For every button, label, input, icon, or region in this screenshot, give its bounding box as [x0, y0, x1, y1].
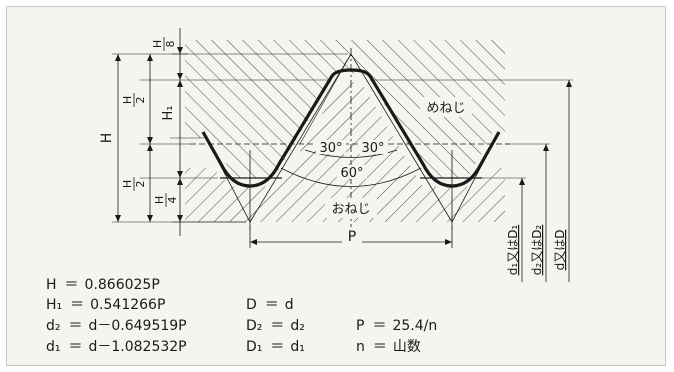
- formula-h: H ＝ 0.866025P: [46, 277, 160, 293]
- formula-rhs: 0.866025P: [84, 277, 160, 293]
- svg-text:d又はD: d又はD: [553, 230, 567, 271]
- d2-arrow: [543, 144, 549, 151]
- formula-lhs: n: [356, 339, 365, 355]
- svg-text:d₁又はD₁: d₁又はD₁: [506, 225, 520, 276]
- angle-ref-left: [299, 53, 352, 145]
- formula-D: D ＝ d: [246, 297, 294, 313]
- svg-text:H: H: [151, 40, 164, 48]
- svg-text:H: H: [153, 196, 166, 204]
- svg-text:4: 4: [166, 197, 179, 204]
- formula-rhs: d₂: [290, 318, 305, 334]
- pitch-arrow-left: [250, 239, 257, 245]
- formula-h1: H₁ ＝ 0.541266P: [46, 297, 166, 313]
- label-bg-angle-left: [316, 140, 346, 154]
- svg-text:2: 2: [134, 97, 147, 104]
- formula-rhs: d₁: [290, 339, 305, 355]
- d1-arrow: [519, 178, 525, 185]
- formula-n: n ＝山数: [356, 339, 421, 355]
- label-internal-thread: めねじ: [426, 101, 465, 116]
- svg-text:H₁: H₁: [161, 106, 176, 121]
- formula-lhs: D: [246, 297, 257, 313]
- label-d1: d₁又はD₁: [506, 225, 520, 276]
- label-bg-pitch: [342, 227, 362, 243]
- label-angle-total: 60°: [340, 166, 363, 181]
- formula-lhs: H₁: [46, 297, 63, 313]
- pitch-arrow-right: [445, 239, 452, 245]
- label-bg-angle-right: [358, 140, 388, 154]
- svg-text:8: 8: [164, 41, 177, 48]
- label-angle-left: 30°: [319, 141, 342, 156]
- formula-d1: d₁ ＝ d－1.082532P: [46, 339, 187, 355]
- formula-D1: D₁ ＝ d₁: [246, 339, 305, 355]
- formula-lhs: d₁: [46, 339, 61, 355]
- label-pitch: P: [348, 229, 356, 245]
- formula-rhs: 0.541266P: [90, 297, 166, 313]
- label-h1: H₁: [161, 106, 176, 121]
- label-bg-internal: [420, 97, 472, 117]
- formula-rhs: d: [284, 297, 294, 313]
- formula-rhs: d－1.082532P: [88, 339, 187, 355]
- svg-text:2: 2: [134, 181, 147, 188]
- formula-lhs: d₂: [46, 318, 61, 334]
- label-external-thread: おねじ: [331, 202, 370, 217]
- label-d: d又はD: [553, 230, 567, 271]
- label-d2: d₂又はD₂: [530, 225, 544, 276]
- svg-text:H: H: [121, 180, 134, 188]
- label-h-main: H: [99, 133, 115, 144]
- svg-text:H: H: [99, 133, 115, 144]
- formula-lhs: D₁: [246, 339, 263, 355]
- formula-D2: D₂ ＝ d₂: [246, 318, 305, 334]
- formula-rhs: 25.4/n: [392, 318, 438, 334]
- dim-arrows-left: [115, 47, 183, 222]
- d-arrow: [566, 80, 572, 87]
- label-angle-right: 30°: [361, 141, 384, 156]
- label-h-eighth: H 8: [151, 37, 177, 51]
- internal-thread-hatch: [185, 40, 505, 178]
- formula-d2: d₂ ＝ d－0.649519P: [46, 318, 187, 334]
- formula-lhs: P: [356, 318, 365, 334]
- label-h-quarter: H 4: [153, 193, 179, 207]
- formula-rhs: d－0.649519P: [88, 318, 187, 334]
- label-bg-external: [325, 198, 377, 218]
- angle-arc-60: [280, 167, 422, 187]
- formula-P: P ＝ 25.4/n: [356, 318, 438, 334]
- formula-lhs: D₂: [246, 318, 263, 334]
- label-h-half-top: H 2: [121, 93, 147, 107]
- formula-rhs: 山数: [392, 339, 421, 355]
- label-h-half-bottom: H 2: [121, 177, 147, 191]
- svg-text:H: H: [121, 96, 134, 104]
- formula-lhs: H: [46, 277, 57, 293]
- svg-text:d₂又はD₂: d₂又はD₂: [530, 225, 544, 276]
- label-bg-angle-total: [337, 165, 367, 179]
